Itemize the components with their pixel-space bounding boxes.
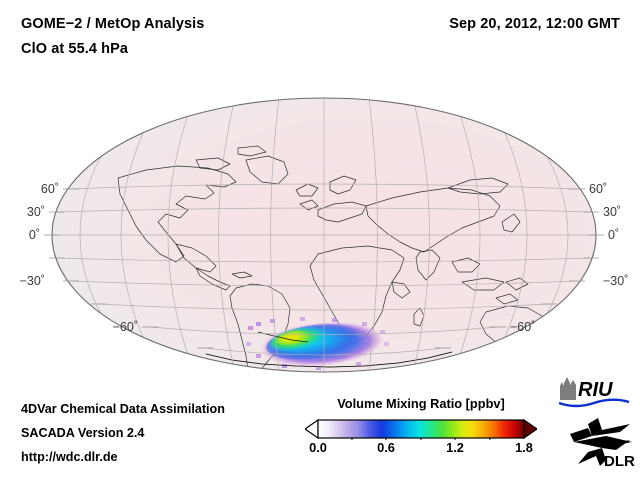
colorbar-gradient [305,418,537,440]
page-subtitle: ClO at 55.4 hPa [21,41,129,57]
antarctic-coastline [205,351,453,368]
world-map: 60˚ 30˚ 0˚ −30˚ −60˚ 60˚ 30˚ 0˚ −30˚ −60… [20,97,628,373]
colorbar-max-arrow [523,418,537,440]
lat-label-left-m60: −60˚ [113,320,138,334]
clo-concentration-field [205,317,453,370]
lat-label-right-m30: −30˚ [603,274,628,288]
colorbar-tick-1: 0.6 [377,440,395,455]
lat-label-left-0: 0˚ [29,228,40,242]
dlr-wordmark: DLR [604,453,635,470]
page-title: GOME−2 / MetOp Analysis [21,16,205,32]
colorbar-title: Volume Mixing Ratio [ppbv] [337,396,505,411]
lat-label-left-m30: −30˚ [20,274,45,288]
colorbar-tick-0: 0.0 [309,440,327,455]
riu-logo: RIU [558,377,630,408]
timestamp-label: Sep 20, 2012, 12:00 GMT [449,16,620,32]
colorbar: Volume Mixing Ratio [ppbv] 0.0 0.6 1.2 [305,396,545,466]
lat-label-left-30: 30˚ [27,205,45,219]
colorbar-tick-2: 1.2 [446,440,464,455]
riu-tower-icon [560,377,576,400]
colorbar-tick-3: 1.8 [515,440,533,455]
colorbar-min-arrow [305,418,319,440]
lat-labels-left: 60˚ 30˚ 0˚ −30˚ −60˚ [20,182,138,334]
graticule [52,98,596,372]
footer-line-version: SACADA Version 2.4 [21,426,145,440]
riu-wordmark: RIU [578,379,613,401]
lat-label-left-60: 60˚ [41,182,59,196]
lat-label-right-60: 60˚ [589,182,607,196]
footer-line-url[interactable]: http://wdc.dlr.de [21,450,118,464]
lat-ticks [44,188,604,349]
lat-label-right-30: 30˚ [603,205,621,219]
dlr-logo: DLR [570,418,635,470]
lat-label-right-0: 0˚ [608,228,619,242]
lat-labels-right: 60˚ 30˚ 0˚ −30˚ −60˚ [510,182,628,334]
colorbar-ticks: 0.0 0.6 1.2 1.8 [305,440,537,460]
riu-wave-icon [558,398,630,408]
dlr-pinwheel-icon [570,418,632,466]
footer-line-method: 4DVar Chemical Data Assimilation [21,402,225,416]
map-panel: 60˚ 30˚ 0˚ −30˚ −60˚ 60˚ 30˚ 0˚ −30˚ −60… [0,86,640,386]
lat-label-right-m60: −60˚ [510,320,535,334]
